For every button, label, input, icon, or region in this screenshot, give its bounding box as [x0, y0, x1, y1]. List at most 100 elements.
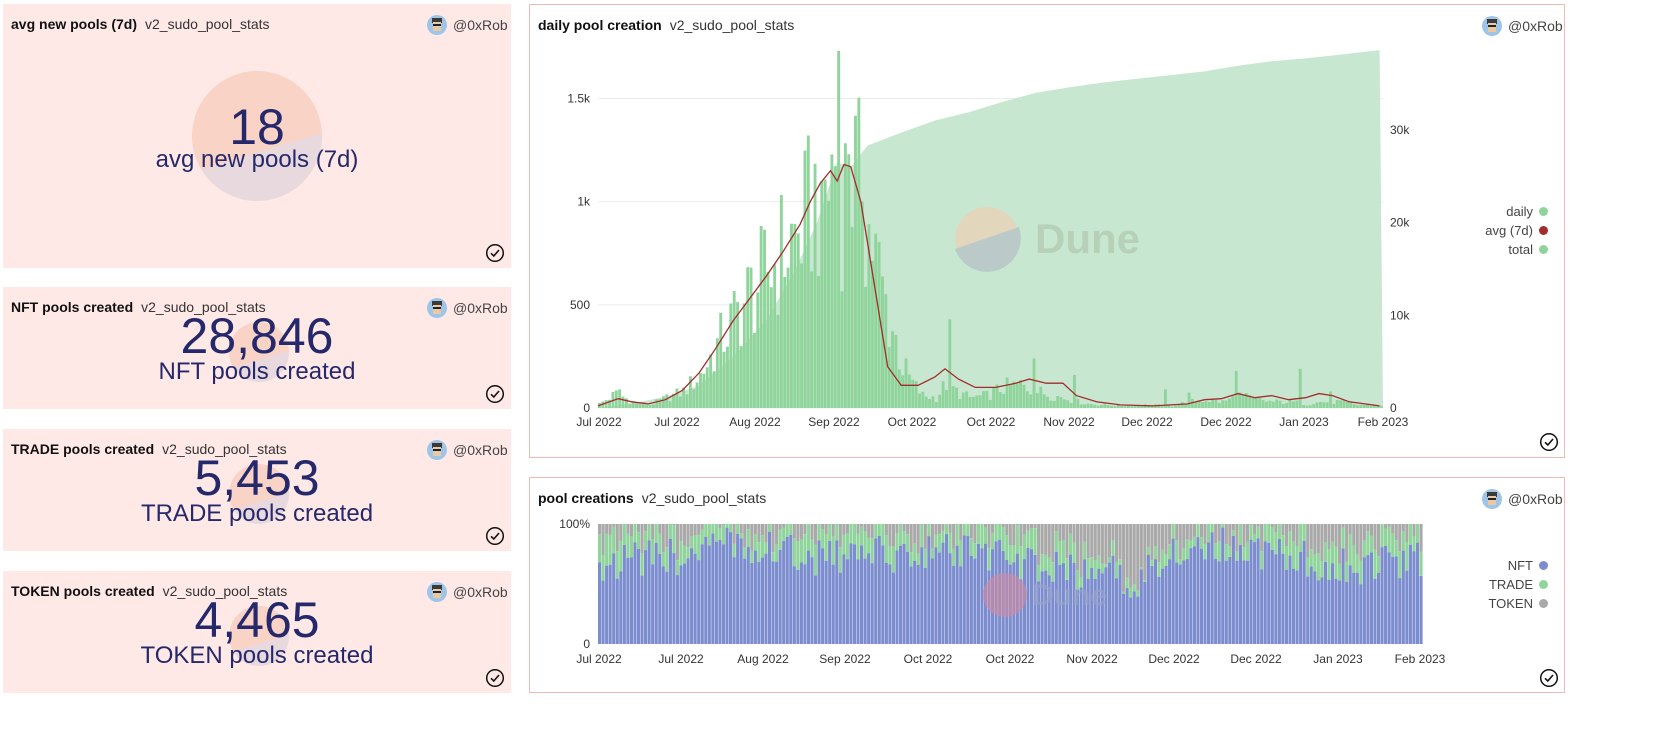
daily-bar: [1106, 405, 1110, 408]
trade-bar: [1245, 541, 1250, 561]
token-bar: [1065, 524, 1069, 559]
nft-bar: [881, 545, 885, 644]
daily-bar: [1305, 405, 1309, 408]
query-name[interactable]: v2_sudo_pool_stats: [141, 299, 266, 315]
legend-item-nft[interactable]: NFT: [1450, 556, 1548, 575]
daily-bar: [769, 287, 773, 408]
trade-bar: [852, 524, 857, 545]
token-bar: [1291, 524, 1296, 542]
trade-bar: [959, 540, 963, 567]
legend-item-avg[interactable]: avg (7d): [1450, 221, 1548, 240]
author-name: @0xRob: [453, 584, 508, 600]
author-link[interactable]: @0xRob: [1482, 489, 1563, 509]
checkmark-icon: [485, 668, 505, 688]
legend-item-token[interactable]: TOKEN: [1450, 594, 1548, 613]
trade-bar: [824, 534, 828, 561]
token-bar: [1097, 524, 1101, 556]
daily-bar: [1271, 401, 1275, 408]
query-name[interactable]: v2_sudo_pool_stats: [162, 441, 287, 457]
trade-bar: [636, 532, 641, 549]
daily-bar: [641, 402, 645, 408]
trade-bar: [1345, 561, 1349, 582]
trade-bar: [937, 534, 942, 553]
panel-title[interactable]: TOKEN pools created: [11, 583, 155, 599]
author-link[interactable]: @0xRob: [427, 440, 508, 460]
trade-bar: [1111, 540, 1115, 556]
query-name[interactable]: v2_sudo_pool_stats: [641, 490, 767, 506]
daily-bar: [675, 388, 679, 408]
panel-title[interactable]: pool creations: [538, 490, 634, 506]
daily-bar: [1042, 394, 1046, 408]
nft-bar: [1263, 541, 1267, 644]
nft-bar: [707, 545, 711, 644]
nft-bar: [1210, 532, 1214, 644]
token-bar: [991, 524, 995, 533]
trade-bar: [1037, 565, 1041, 582]
trade-bar: [1228, 546, 1232, 557]
token-bar: [690, 524, 694, 537]
nft-bar: [980, 548, 984, 644]
token-bar: [718, 524, 722, 529]
checkmark-icon: [485, 384, 505, 404]
daily-bar: [1322, 402, 1326, 408]
legend-item-daily[interactable]: daily: [1450, 202, 1548, 221]
token-bar: [1129, 524, 1133, 588]
daily-bar: [823, 179, 827, 408]
daily-bar: [658, 399, 662, 408]
token-bar: [941, 524, 945, 531]
query-name[interactable]: v2_sudo_pool_stats: [162, 583, 288, 599]
panel-title[interactable]: avg new pools (7d): [11, 16, 138, 32]
trade-bar: [633, 524, 637, 543]
avatar-icon: [1482, 489, 1502, 509]
author-link[interactable]: @0xRob: [1482, 16, 1563, 36]
nft-bar: [930, 558, 934, 644]
daily-bar: [965, 391, 969, 408]
panel-title[interactable]: daily pool creation: [538, 17, 662, 33]
panel-title[interactable]: NFT pools created: [11, 299, 134, 315]
nft-bar: [764, 553, 768, 644]
token-bar: [1185, 524, 1189, 540]
trade-bar: [945, 524, 949, 535]
token-bar: [771, 524, 775, 553]
nft-bar: [640, 575, 644, 644]
trade-bar: [1295, 546, 1299, 571]
trade-bar: [1362, 540, 1366, 558]
chart-legend: NFT TRADE TOKEN: [1450, 556, 1548, 613]
nft-bar: [1079, 587, 1083, 644]
daily-bar: [719, 312, 723, 408]
author-name: @0xRob: [453, 442, 508, 458]
author-link[interactable]: @0xRob: [427, 298, 508, 318]
daily-bar: [631, 401, 635, 408]
daily-bar: [934, 402, 938, 408]
trade-bar: [721, 525, 726, 545]
legend-item-total[interactable]: total: [1450, 240, 1548, 259]
query-name[interactable]: v2_sudo_pool_stats: [669, 17, 795, 33]
panel-title[interactable]: TRADE pools created: [11, 441, 155, 457]
counter-value: 28,846: [180, 308, 334, 364]
daily-bar: [1116, 404, 1120, 408]
token-bar: [1029, 524, 1034, 528]
query-name[interactable]: v2_sudo_pool_stats: [145, 16, 270, 32]
x-axis-tick-label: Dec 2022: [1121, 415, 1173, 429]
daily-bar: [968, 397, 972, 408]
nft-bar: [1284, 569, 1289, 644]
trade-bar: [767, 524, 772, 532]
trade-bar: [608, 534, 612, 565]
trade-bar: [1033, 528, 1037, 555]
daily-bar: [1059, 397, 1063, 408]
pool-creations-panel: pool creations v2_sudo_pool_stats @0xRob …: [529, 477, 1565, 693]
nft-bar: [803, 564, 807, 644]
nft-bar: [775, 561, 779, 644]
author-name: @0xRob: [1508, 491, 1563, 507]
author-link[interactable]: @0xRob: [427, 582, 508, 602]
trade-bar: [686, 547, 690, 559]
nft-bar: [1419, 575, 1423, 644]
nft-bar: [1054, 551, 1058, 644]
daily-bar: [1261, 400, 1265, 408]
author-link[interactable]: @0xRob: [427, 15, 508, 35]
nft-bar: [1249, 539, 1253, 644]
legend-item-trade[interactable]: TRADE: [1450, 575, 1548, 594]
daily-bar: [1325, 402, 1329, 408]
nft-bar: [1118, 565, 1122, 644]
token-bar: [1217, 524, 1221, 542]
